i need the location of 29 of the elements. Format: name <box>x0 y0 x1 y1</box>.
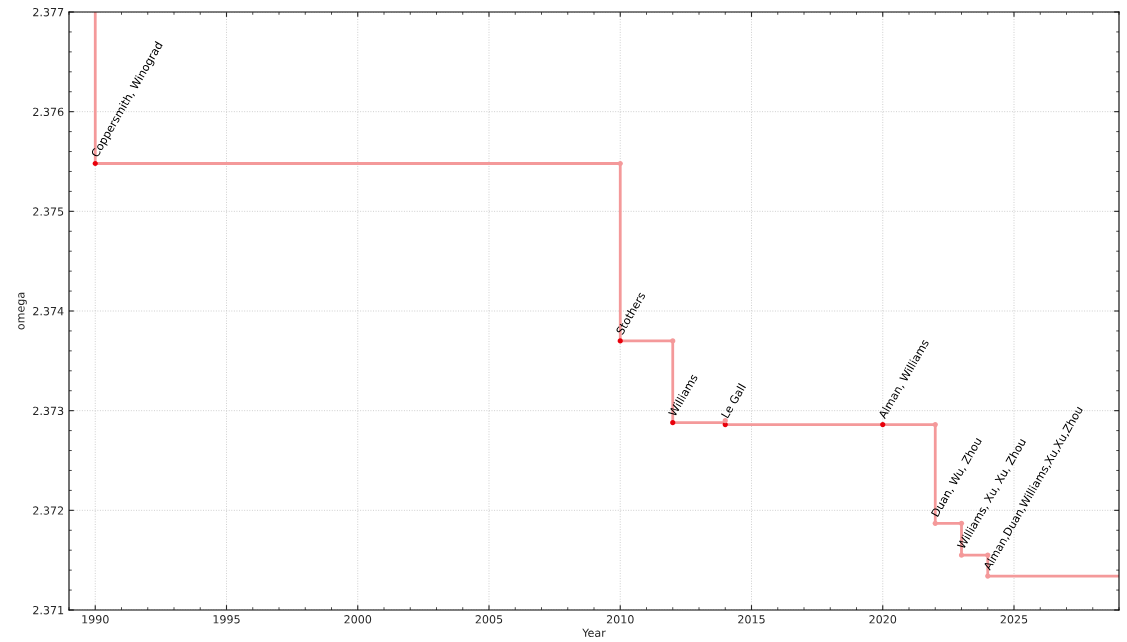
point <box>92 160 98 167</box>
x-tick-label: 2000 <box>344 615 372 624</box>
x-tick-label: 2005 <box>475 615 503 624</box>
y-tick-label: 2.377 <box>33 7 64 17</box>
point <box>880 422 886 428</box>
point <box>932 520 938 526</box>
x-tick-label: 2025 <box>1000 615 1028 624</box>
y-axis-title: omega <box>18 292 27 330</box>
y-tick-label: 2.372 <box>33 506 64 515</box>
point <box>617 338 623 344</box>
x-tick-label: 2010 <box>606 615 634 624</box>
y-tick-label: 2.373 <box>33 406 64 416</box>
point <box>985 573 991 579</box>
point <box>722 422 728 428</box>
point <box>670 338 676 344</box>
point <box>958 552 965 558</box>
x-tick-label: 2020 <box>869 615 897 624</box>
x-tick-label: 1990 <box>82 615 109 624</box>
point <box>617 160 623 167</box>
x-tick-label: 1995 <box>213 615 240 624</box>
y-tick-label: 2.371 <box>33 605 64 615</box>
y-tick-label: 2.375 <box>33 207 64 216</box>
point <box>722 418 728 424</box>
y-tick-label: 2.374 <box>33 306 64 316</box>
point <box>670 420 676 426</box>
y-tick-label: 2.376 <box>33 107 64 117</box>
x-axis-title: Year <box>582 628 606 637</box>
point <box>932 422 938 428</box>
x-tick-label: 2015 <box>738 615 765 624</box>
